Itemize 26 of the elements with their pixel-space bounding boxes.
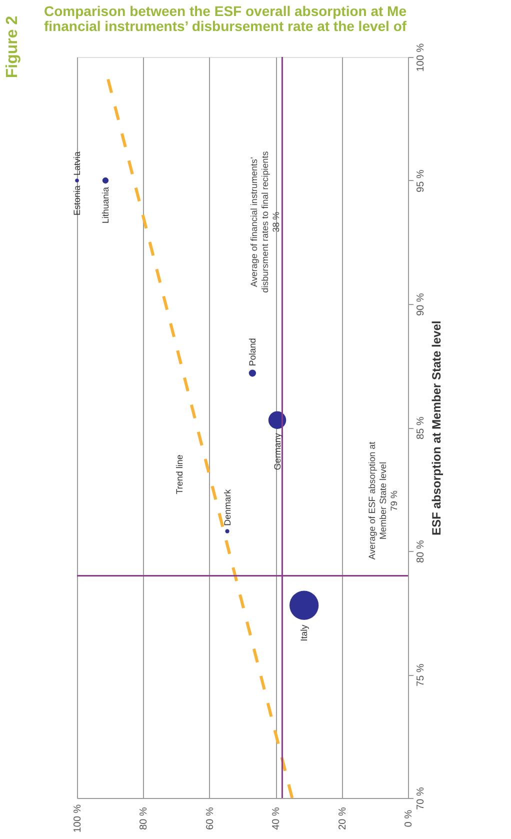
x-tick-label: 0 %: [404, 810, 414, 828]
x-tick-label: 20 %: [337, 806, 348, 830]
y-tick-label: 85 %: [416, 416, 426, 440]
x-tick-label: 40 %: [271, 806, 282, 830]
caption: Figure 2: [4, 16, 21, 78]
y-tick-label: 75 %: [416, 663, 426, 686]
chart-title: Comparison between the ESF overall absorption at Me financial instruments’ disbursement rate at the level of: [44, 3, 407, 34]
x-tick-label: 60 %: [204, 806, 216, 830]
y-tick-label: 70 %: [416, 786, 426, 810]
annotation: Lithuania: [100, 186, 110, 224]
y-tick-label: 100 %: [416, 43, 426, 72]
ref-line-label: Average of ESF absorption at Member State level 79 %: [367, 441, 399, 560]
y-axis-title: ESF absorption at Member State level: [430, 320, 444, 536]
annotation: Estonia: [72, 186, 82, 216]
annotation: Italy: [299, 624, 310, 642]
ref-line-label: Average of financial instruments’ disbursment rates to final recipients 38 %: [249, 150, 282, 293]
y-tick-label: 90 %: [416, 292, 426, 316]
annotation: Trend line: [174, 454, 184, 494]
annotation: Denmark: [222, 488, 232, 526]
y-tick-label: 95 %: [416, 169, 426, 192]
annotation: Germany: [272, 432, 282, 470]
annotation: Poland: [247, 338, 258, 366]
x-tick-label: 80 %: [138, 806, 150, 830]
y-tick-label: 80 %: [416, 540, 426, 563]
x-tick-label: 100 %: [72, 804, 84, 833]
annotation: Latvia: [72, 151, 82, 176]
